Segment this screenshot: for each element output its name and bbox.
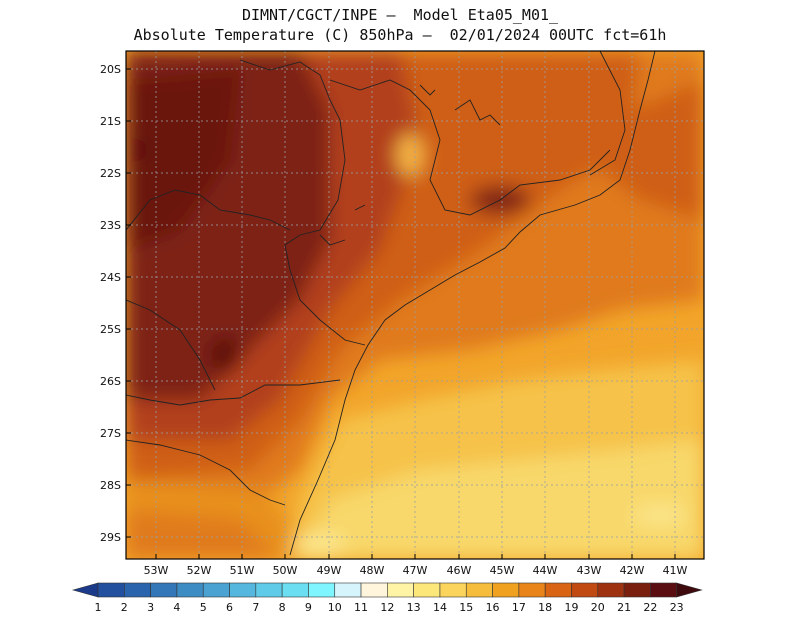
- border-argentina: [126, 299, 216, 391]
- colorbar-label: 5: [200, 601, 207, 614]
- colorbar-label: 19: [564, 601, 578, 614]
- lon-label: 49W: [317, 564, 342, 577]
- lat-label: 27S: [100, 427, 121, 440]
- colorbar-low-arrow: [71, 582, 99, 598]
- colorbar-bin: [623, 582, 651, 598]
- colorbar-bin: [439, 582, 467, 598]
- lon-label: 45W: [490, 564, 515, 577]
- colorbar-label: 14: [433, 601, 447, 614]
- lat-label: 22S: [100, 167, 121, 180]
- lat-label: 26S: [100, 375, 121, 388]
- colorbar-label: 10: [328, 601, 342, 614]
- colorbar: [71, 582, 703, 598]
- colorbar-bin: [597, 582, 625, 598]
- colorbar-high-arrow: [676, 582, 703, 598]
- colorbar-label: 20: [591, 601, 605, 614]
- colorbar-bin: [255, 582, 283, 598]
- lon-label: 41W: [663, 564, 688, 577]
- lat-label: 24S: [100, 271, 121, 284]
- colorbar-bin: [334, 582, 362, 598]
- colorbar-bin: [97, 582, 125, 598]
- colorbar-bin: [650, 582, 677, 598]
- colorbar-label: 12: [380, 601, 394, 614]
- lon-label: 42W: [620, 564, 645, 577]
- colorbar-bin: [124, 582, 151, 598]
- coastline-and-borders: [126, 51, 656, 556]
- colorbar-label: 4: [173, 601, 180, 614]
- map-title-line-2: Absolute Temperature (C) 850hPa – 02/01/…: [133, 26, 667, 44]
- lat-label: 23S: [100, 219, 121, 232]
- lat-label: 20S: [100, 63, 121, 76]
- colorbar-label: 17: [512, 601, 526, 614]
- colorbar-bin: [492, 582, 520, 598]
- map-title-line-1: DIMNT/CGCT/INPE – Model Eta05_M01_: [241, 6, 559, 24]
- latitude-labels: 20S 21S 22S 23S 24S 25S 26S 27S 28S 29S: [100, 63, 131, 544]
- colorbar-label: 1: [95, 601, 102, 614]
- colorbar-bin: [360, 582, 388, 598]
- colorbar-label: 8: [279, 601, 286, 614]
- state-border-pr-sc: [126, 379, 341, 406]
- colorbar-bin: [150, 582, 178, 598]
- colorbar-label: 15: [459, 601, 473, 614]
- lat-label: 25S: [100, 323, 121, 336]
- state-border-ms-sp: [239, 59, 366, 346]
- colorbar-bin: [413, 582, 441, 598]
- colorbar-bin: [202, 582, 230, 598]
- temperature-field: [126, 51, 704, 559]
- lat-label: 28S: [100, 479, 121, 492]
- colorbar-labels: 1 2 3 4 5 6 7 8 9 10 11 12 13 14 15 16 17 18 19 20 21 22 23: [95, 601, 684, 614]
- lon-label: 47W: [403, 564, 428, 577]
- colorbar-label: 2: [121, 601, 128, 614]
- state-border-mg-rj-es: [589, 51, 626, 176]
- colorbar-bin: [518, 582, 546, 598]
- lon-label: 43W: [577, 564, 602, 577]
- colorbar-bin: [281, 582, 309, 598]
- lat-label: 29S: [100, 531, 121, 544]
- colorbar-label: 11: [354, 601, 368, 614]
- colorbar-bin: [571, 582, 599, 598]
- colorbar-label: 18: [538, 601, 552, 614]
- lon-label: 48W: [360, 564, 385, 577]
- border-paraguay: [126, 189, 291, 231]
- coastline: [289, 51, 656, 556]
- colorbar-label: 13: [407, 601, 421, 614]
- lon-label: 46W: [447, 564, 472, 577]
- colorbar-bin: [176, 582, 204, 598]
- colorbar-bin: [465, 582, 493, 598]
- state-border-mg-sp: [329, 79, 611, 216]
- lon-label: 44W: [533, 564, 558, 577]
- colorbar-bin: [308, 582, 336, 598]
- colorbar-label: 3: [147, 601, 154, 614]
- longitude-labels: 53W 52W 51W 50W 49W 48W 47W 46W 45W 44W 43W 42W 41W: [144, 554, 688, 577]
- colorbar-label: 6: [226, 601, 233, 614]
- colorbar-bin: [544, 582, 572, 598]
- colorbar-label: 22: [643, 601, 657, 614]
- colorbar-bin: [387, 582, 414, 598]
- colorbar-label: 7: [252, 601, 259, 614]
- lat-lon-grid: [126, 51, 704, 559]
- lon-label: 52W: [187, 564, 212, 577]
- lat-label: 21S: [100, 115, 121, 128]
- colorbar-label: 9: [305, 601, 312, 614]
- colorbar-label: 23: [670, 601, 684, 614]
- reservoir-lines: [319, 84, 501, 246]
- colorbar-label: 16: [486, 601, 500, 614]
- lon-label: 53W: [144, 564, 169, 577]
- lon-label: 50W: [273, 564, 298, 577]
- lon-label: 51W: [230, 564, 255, 577]
- state-border-sc-rs: [126, 439, 286, 506]
- colorbar-bin: [229, 582, 257, 598]
- colorbar-label: 21: [617, 601, 631, 614]
